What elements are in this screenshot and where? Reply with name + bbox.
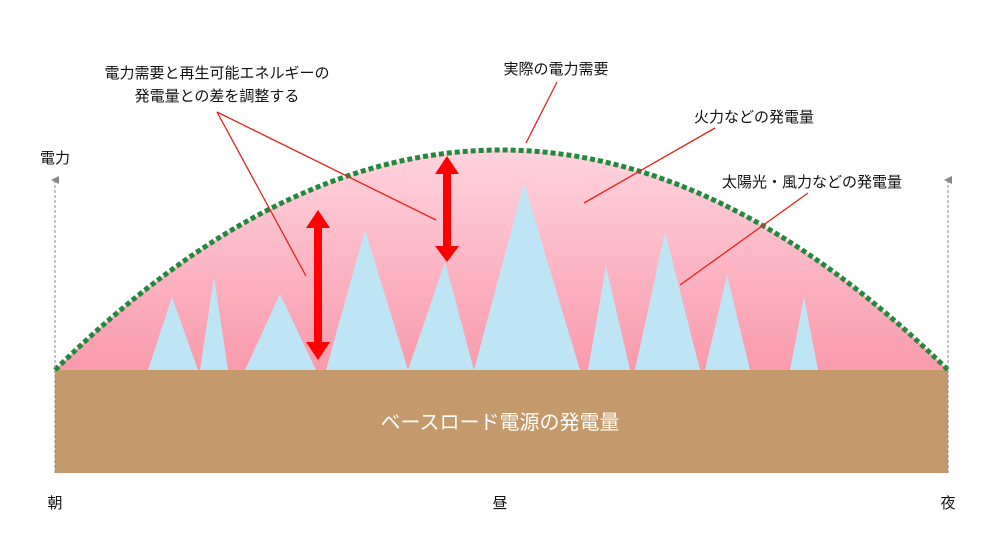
leader-adjust-center [216,111,437,221]
renewable-spike [408,262,474,370]
solar-wind-label: 太陽光・風力などの発電量 [722,173,902,191]
noon-label: 昼 [492,494,507,512]
renewable-spike [705,275,750,370]
adjust-label-line2: 発電量との差を調整する [135,87,300,105]
renewable-spike [635,232,700,370]
leader-solar-wind [679,192,809,286]
renewable-spike [790,297,818,370]
renewable-spike [474,183,580,370]
thermal-label: 火力などの発電量 [694,108,814,126]
adjustment-arrow-center [435,156,459,262]
adjust-label-line1: 電力需要と再生可能エネルギーの [104,64,329,82]
renewable-spike [200,277,228,370]
baseload-label: ベースロード電源の発電量 [381,410,620,434]
power-axis-label: 電力 [40,149,70,167]
actual-demand-label: 実際の電力需要 [503,60,608,78]
morning-label: 朝 [47,494,62,512]
adjustment-arrow-left [306,210,330,360]
night-label: 夜 [940,494,955,512]
leader-lines [216,81,809,286]
leader-adjust-left [216,111,307,277]
actual-demand-curve [53,147,950,372]
renewable-spike [588,266,630,370]
renewable-spike [326,230,408,370]
renewable-spike [148,297,198,370]
leader-thermal [583,127,716,204]
renewable-spike [245,294,316,370]
baseload-generation-block [55,370,948,473]
renewable-generation-spikes [148,183,818,370]
leader-actual-demand [525,81,558,144]
